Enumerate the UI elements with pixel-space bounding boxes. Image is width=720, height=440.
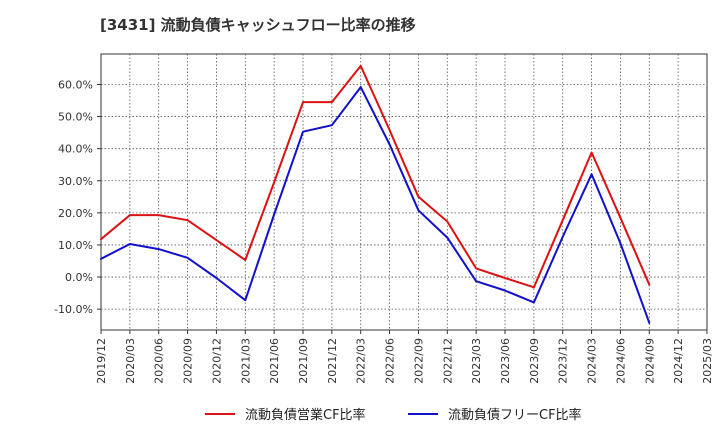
y-tick-label: -10.0% [54, 303, 93, 316]
x-tick-label: 2024/12 [672, 338, 685, 384]
x-axis: 2019/12 2020/03 2020/06 2020/09 2020/12 2021/… [95, 330, 714, 384]
x-tick-label: 2021/06 [268, 338, 281, 384]
chart-title: [3431] 流動負債キャッシュフロー比率の推移 [100, 16, 416, 34]
x-tick-label: 2020/06 [153, 338, 166, 384]
y-tick-label: 0.0% [65, 271, 93, 284]
x-tick-label: 2022/06 [384, 338, 397, 384]
x-tick-label: 2024/06 [614, 338, 627, 384]
x-tick-label: 2024/09 [643, 338, 656, 384]
y-tick-label: 40.0% [58, 143, 93, 156]
x-tick-label: 2023/09 [528, 338, 541, 384]
y-tick-label: 20.0% [58, 207, 93, 220]
x-tick-label: 2024/03 [586, 338, 599, 384]
x-tick-label: 2021/12 [326, 338, 339, 384]
x-tick-label: 2020/09 [182, 338, 195, 384]
legend-label-2: 流動負債フリーCF比率 [448, 407, 582, 423]
series-layer [100, 64, 651, 324]
grid [101, 54, 707, 330]
legend: 流動負債営業CF比率 流動負債フリーCF比率 [205, 407, 582, 423]
y-tick-label: 30.0% [58, 175, 93, 188]
y-axis: 60.0% 50.0% 40.0% 30.0% 20.0% 10.0% 0.0% -10.0% [54, 78, 101, 316]
x-tick-label: 2020/12 [210, 338, 223, 384]
x-tick-label: 2022/12 [441, 338, 454, 384]
x-tick-label: 2021/09 [297, 338, 310, 384]
y-tick-label: 60.0% [58, 78, 93, 91]
x-tick-label: 2023/06 [499, 338, 512, 384]
legend-label-1: 流動負債営業CF比率 [245, 407, 366, 423]
x-tick-label: 2022/09 [412, 338, 425, 384]
x-tick-label: 2023/03 [470, 338, 483, 384]
x-tick-label: 2025/03 [701, 338, 714, 384]
x-tick-label: 2022/03 [355, 338, 368, 384]
series-line-2 [100, 86, 651, 324]
y-tick-label: 10.0% [58, 239, 93, 252]
series-line-1 [100, 64, 651, 289]
x-tick-label: 2019/12 [95, 338, 108, 384]
x-tick-label: 2023/12 [557, 338, 570, 384]
y-tick-label: 50.0% [58, 111, 93, 124]
x-tick-label: 2021/03 [239, 338, 252, 384]
plot-frame [100, 53, 708, 331]
x-tick-label: 2020/03 [124, 338, 137, 384]
